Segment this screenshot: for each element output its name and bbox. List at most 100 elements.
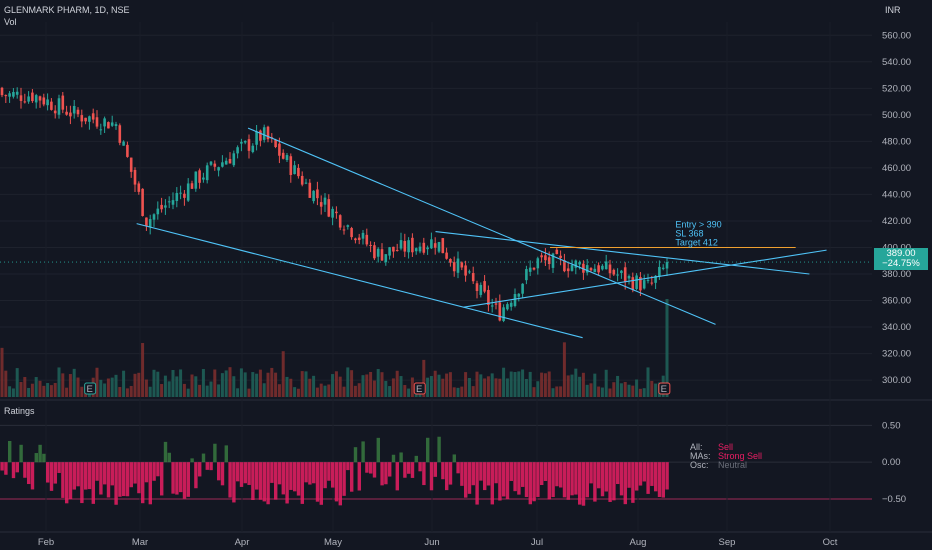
rating-bar xyxy=(137,462,141,494)
rating-bar xyxy=(350,462,354,492)
candle-body xyxy=(536,258,540,269)
rating-value-mas: Strong Sell xyxy=(718,451,763,461)
volume-bar xyxy=(380,372,384,397)
candle-body xyxy=(494,303,498,305)
rating-bar xyxy=(61,462,65,498)
volume-bar xyxy=(262,383,266,397)
candle-body xyxy=(490,305,494,307)
candle-body xyxy=(38,96,42,101)
trade-plan-text: Entry > 390 xyxy=(675,220,721,230)
candle-body xyxy=(376,248,380,257)
candle-body xyxy=(475,283,479,291)
volume-bar xyxy=(623,381,627,397)
volume-bar xyxy=(186,388,190,397)
candle-body xyxy=(338,215,342,228)
rating-bar xyxy=(205,462,209,470)
candle-body xyxy=(4,95,8,97)
price-tick-label: 540.00 xyxy=(882,57,911,68)
earnings-marker: E xyxy=(84,382,97,395)
volume-bar xyxy=(8,386,12,397)
earnings-box xyxy=(413,382,426,395)
volume-bar xyxy=(600,387,604,397)
volume-bar xyxy=(608,388,612,397)
rating-bar xyxy=(448,462,453,485)
rating-bar xyxy=(532,462,536,502)
rating-bar xyxy=(15,462,19,473)
rating-bar xyxy=(654,462,658,492)
candle-body xyxy=(441,238,445,254)
volume-bar xyxy=(4,370,8,397)
rating-bar xyxy=(346,462,350,471)
candle-body xyxy=(365,234,369,245)
volume-bar xyxy=(638,388,642,397)
rating-bar xyxy=(543,462,548,481)
candle-body xyxy=(422,242,426,253)
rating-key-osc: Osc: xyxy=(690,460,709,470)
rating-bar xyxy=(555,462,559,487)
candle-body xyxy=(509,302,513,307)
volume-bar xyxy=(429,376,433,397)
rating-bar xyxy=(72,462,76,490)
rating-bar xyxy=(80,462,84,504)
volume-bar xyxy=(247,388,251,397)
volume-bar xyxy=(441,378,445,397)
ratings-bars xyxy=(0,436,669,506)
volume-bar xyxy=(388,386,392,397)
volume-bar xyxy=(296,388,300,397)
volume-bar xyxy=(243,372,247,397)
candle-body xyxy=(42,97,46,105)
volume-bar xyxy=(323,385,327,397)
volume-bar xyxy=(555,386,559,397)
candle-body xyxy=(266,126,270,140)
rating-bar xyxy=(34,453,38,463)
volume-bar xyxy=(34,377,38,397)
rating-bar xyxy=(258,462,263,500)
volume-bar xyxy=(619,383,623,397)
rating-bar xyxy=(247,462,251,485)
volume-bar xyxy=(471,386,475,397)
volume-bar xyxy=(445,373,449,397)
candle-body xyxy=(563,260,566,272)
volume-bar xyxy=(403,385,407,397)
candle-body xyxy=(323,197,327,205)
rating-bar xyxy=(388,462,392,477)
axes: 560.00 540.00 520.00 500.00 480.00 460.00 440.… xyxy=(38,30,911,548)
rating-bar xyxy=(619,462,624,496)
volume-bar xyxy=(498,378,502,397)
rating-bar xyxy=(475,462,479,505)
rating-bar xyxy=(334,462,339,502)
rating-bar xyxy=(315,462,320,502)
price-tick-label: 340.00 xyxy=(882,322,911,333)
volume-bar xyxy=(631,385,635,397)
rating-bar xyxy=(312,462,316,484)
rating-bar xyxy=(289,462,293,490)
rating-bar xyxy=(277,462,282,485)
volume-bar xyxy=(509,371,513,397)
candle-body xyxy=(293,165,296,175)
rating-bar xyxy=(296,462,301,496)
trendline xyxy=(463,249,827,308)
volume-bar xyxy=(110,377,114,397)
volume-bar xyxy=(277,384,281,397)
earnings-marker: E xyxy=(413,382,426,395)
rating-bar xyxy=(125,462,130,497)
rating-bar xyxy=(631,462,635,503)
volume-bar xyxy=(285,376,289,397)
rating-bar xyxy=(418,462,422,472)
volume-bar xyxy=(384,380,388,397)
volume-bar xyxy=(654,383,658,397)
volume-bar xyxy=(72,368,76,397)
candle-body xyxy=(460,262,464,268)
candle-body xyxy=(213,163,217,167)
volume-bar xyxy=(224,370,228,397)
rating-bar xyxy=(513,462,517,492)
rating-bar xyxy=(84,462,88,490)
rating-bar xyxy=(528,462,532,505)
candle-body xyxy=(361,232,365,239)
volume-bar xyxy=(201,369,205,397)
rating-bar xyxy=(11,462,16,479)
volume-bar xyxy=(559,386,563,397)
candle-body xyxy=(354,238,357,241)
rating-bar xyxy=(232,462,236,503)
